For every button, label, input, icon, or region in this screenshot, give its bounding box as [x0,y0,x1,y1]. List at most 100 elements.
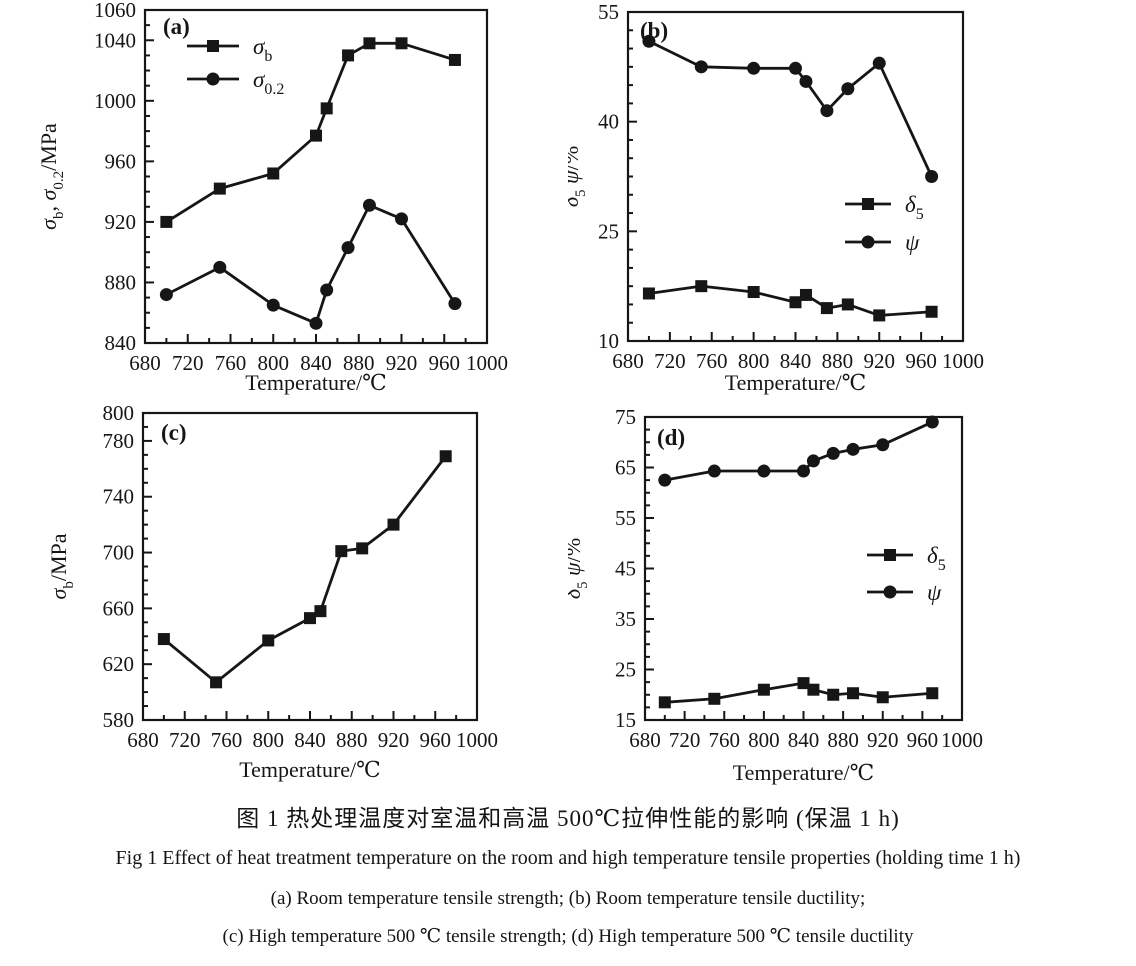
data-point-marker [335,545,348,558]
y-tick-label: 25 [598,219,619,243]
data-point-marker [925,305,938,318]
data-point-marker [309,316,323,330]
panel-label: (a) [163,14,190,39]
plot-frame [643,415,964,722]
data-point-marker [708,692,721,705]
data-point-marker [362,198,376,212]
data-point-marker [159,288,173,302]
legend-label: σb [253,34,272,65]
legend-label: σ0.2 [253,67,284,98]
x-tick-label: 760 [211,728,243,752]
legend-key-marker [861,235,875,249]
x-tick-label: 760 [215,351,247,375]
data-point-marker [757,464,771,478]
data-point-marker [797,677,810,690]
data-point-marker [363,37,376,50]
data-point-marker [841,82,855,96]
data-point-marker [658,696,671,709]
x-tick-label: 840 [300,351,332,375]
y-tick-label: 780 [103,429,135,453]
data-point-marker [757,683,770,696]
x-tick-label: 920 [386,351,418,375]
data-point-marker [304,612,316,625]
x-tick-label: 880 [827,728,859,752]
x-tick-label: 800 [253,728,285,752]
data-point-marker [387,518,400,531]
data-point-marker [925,170,939,183]
data-point-marker [847,687,860,700]
data-point-marker [439,450,452,463]
y-axis-title: δ5 ψ/% [568,146,589,207]
caption-subitems-ab: (a) Room temperature tensile strength; (… [270,888,866,910]
data-point-marker [841,298,854,311]
x-tick-label: 880 [822,349,854,373]
data-point-marker [747,286,760,299]
data-point-marker [799,74,813,88]
y-tick-label: 45 [615,557,636,581]
x-tick-label: 680 [612,349,644,373]
data-point-marker [356,542,369,555]
y-tick-label: 65 [615,456,636,480]
legend-key-marker [862,198,874,210]
y-axis-title: σb, σ0.2/MPa [36,123,67,230]
data-point-marker [695,280,708,293]
data-point-marker [642,287,655,300]
x-tick-label: 840 [788,728,820,752]
x-tick-label: 1000 [466,351,508,375]
data-point-marker [395,212,408,226]
y-tick-label: 620 [103,652,135,676]
y-tick-label: 740 [103,485,135,509]
data-point-marker [310,129,322,142]
caption-english: Fig 1 Effect of heat treatment temperatu… [115,847,1021,870]
data-point-marker [873,309,886,322]
data-point-marker [820,104,834,118]
y-tick-label: 700 [103,541,135,565]
data-point-marker [807,683,820,696]
data-point-marker [160,215,173,228]
data-point-marker [820,302,833,315]
data-point-marker [342,49,355,62]
data-point-marker [876,438,890,452]
data-point-marker [694,60,708,74]
x-tick-label: 840 [780,349,812,373]
y-tick-label: 1060 [94,0,136,22]
data-point-marker [320,102,333,115]
y-tick-label: 40 [598,110,619,134]
y-tick-label: 55 [598,0,619,24]
data-point-marker [267,167,280,180]
x-tick-label: 920 [864,349,896,373]
y-tick-label: 15 [615,708,636,732]
y-tick-label: 1000 [94,89,136,113]
legend-key-marker [206,72,220,86]
data-point-marker [747,61,761,75]
data-point-marker [827,688,840,701]
data-point-marker [448,297,462,311]
data-point-marker [395,37,408,50]
x-tick-label: 800 [738,349,770,373]
x-tick-label: 960 [429,351,461,375]
data-point-marker [314,605,327,618]
legend-label: ψ [905,230,920,255]
x-tick-label: 680 [129,351,161,375]
subplot-c-high-temp-strength-chart: 680 720 760 800 840 880 920 960 1000 580 620 660 700… [46,401,498,782]
data-point-marker [658,473,672,487]
x-tick-label: 1000 [942,349,984,373]
x-tick-label: 720 [654,349,686,373]
legend-key-marker [207,40,219,52]
y-tick-label: 1040 [94,28,136,52]
data-point-marker [876,691,889,704]
y-tick-label: 580 [103,708,135,732]
data-point-marker [872,56,886,70]
data-point-marker [210,676,223,689]
x-tick-label: 720 [172,351,204,375]
data-point-marker [341,241,355,255]
x-tick-label: 720 [169,728,201,752]
data-point-marker [262,634,275,647]
data-point-marker [642,34,656,48]
y-axis-title: δ5 ψ/% [568,538,591,599]
data-point-marker [926,687,939,700]
x-tick-label: 960 [907,728,939,752]
x-tick-label: 800 [258,351,290,375]
x-tick-label: 840 [294,728,326,752]
